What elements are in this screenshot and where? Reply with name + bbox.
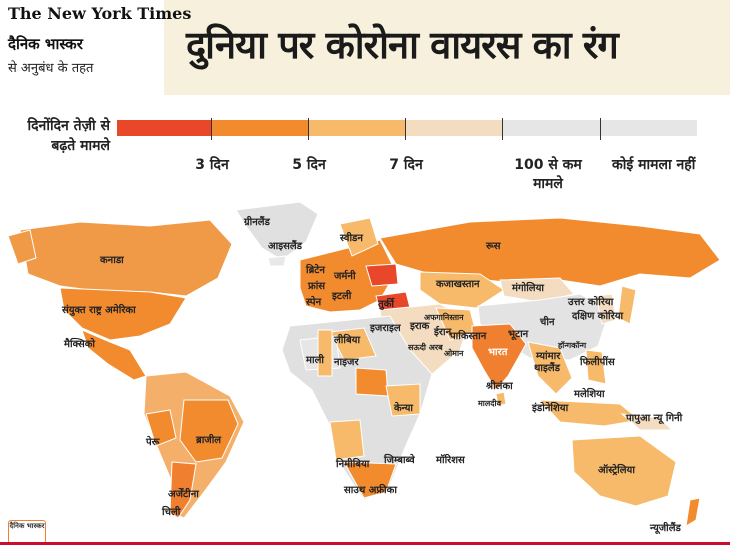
label-india: भारत: [488, 347, 508, 358]
tick-label-7: 7 दिन: [389, 157, 423, 173]
map-svg: [7, 201, 721, 527]
label-france: फ्रांस: [308, 281, 326, 292]
legend-tick: [405, 118, 406, 140]
label-australia: ऑस्ट्रेलिया: [598, 465, 635, 476]
label-argentina: अर्जेंटीना: [168, 489, 199, 500]
label-china: चीन: [540, 317, 555, 328]
label-bhutan: भूटान: [508, 329, 529, 340]
label-new-zealand: न्यूजीलैंड: [650, 523, 681, 534]
label-mongolia: मंगोलिया: [512, 283, 544, 294]
label-niger: नाइजर: [334, 357, 359, 368]
world-map: ग्रीनलैंड आइसलैंड स्वीडन रूस कनाडा ब्रिट…: [0, 200, 730, 540]
label-south-africa: साउथ अफ्रीका: [344, 485, 397, 496]
footer-rule: [0, 542, 730, 545]
label-thailand: थाइलैंड: [534, 363, 561, 374]
legend-seg-1: [211, 120, 308, 136]
label-pakistan: पाकिस्तान: [450, 331, 487, 342]
label-sweden: स्वीडन: [340, 233, 363, 244]
tick-label-3: 3 दिन: [195, 157, 229, 173]
label-myanmar: म्यांमार: [536, 351, 561, 362]
label-iran: ईरान: [434, 327, 452, 338]
label-malaysia: मलेशिया: [574, 389, 605, 400]
label-libya: लीबिया: [334, 335, 361, 346]
label-philippines: फिलीपींस: [580, 357, 615, 368]
label-zimbabwe: जिम्बाब्वे: [384, 455, 415, 466]
legend-seg-3: [405, 120, 502, 136]
label-italy: इटली: [332, 291, 352, 302]
label-spain: स्पेन: [306, 297, 322, 308]
legend-tick: [600, 118, 601, 140]
tick-label-100: 100 से कम मामले: [514, 157, 582, 192]
dainik-bhaskar-name: दैनिक भास्कर: [8, 35, 83, 53]
label-brazil: ब्राजील: [196, 435, 222, 446]
nyt-masthead: The New York Times: [8, 4, 192, 23]
legend-title: दिनोंदिन तेज़ी से बढ़ते मामले: [27, 118, 111, 154]
dainik-bhaskar-logo: दैनिक भास्कर: [8, 520, 46, 544]
label-namibia: निमीबिया: [336, 459, 370, 470]
label-indonesia: इंडोनेशिया: [532, 403, 569, 414]
label-srilanka: श्रीलंका: [486, 381, 513, 392]
label-chile: चिली: [162, 507, 181, 518]
label-kazakhstan: कजाखस्तान: [436, 279, 480, 290]
legend-tick: [502, 118, 503, 140]
label-oman: ओमान: [444, 349, 464, 358]
label-turkey: तुर्की: [378, 299, 394, 310]
label-greenland: ग्रीनलैंड: [244, 217, 270, 228]
label-iraq: इराक: [410, 321, 430, 332]
legend-seg-2: [308, 120, 405, 136]
legend-seg-0: [117, 120, 211, 136]
label-iceland: आइसलैंड: [268, 241, 303, 252]
tick-label-5: 5 दिन: [292, 157, 326, 173]
legend-seg-4: [502, 120, 697, 136]
label-israel: इजराइल: [370, 323, 401, 334]
label-north-korea: उत्तर कोरिया: [568, 297, 614, 308]
legend-bar: [117, 120, 697, 136]
credit-box: The New York Times दैनिक भास्कर से अनुबं…: [0, 0, 191, 95]
label-maldives: मालदीव: [478, 399, 502, 408]
label-south-korea: दक्षिण कोरिया: [572, 311, 624, 322]
label-papua-new-guinea: पापुआ न्यू गिनी: [626, 413, 683, 424]
label-afghanistan: अफगानिस्तान: [424, 313, 464, 322]
label-canada: कनाडा: [100, 255, 124, 266]
label-russia: रूस: [486, 241, 501, 252]
label-usa: संयुक्त राष्ट्र अमेरिका: [62, 305, 136, 316]
page-title: दुनिया पर कोरोना वायरस का रंग: [186, 23, 619, 67]
legend-tick: [211, 118, 212, 140]
label-mauritius: मॉरिशस: [436, 455, 465, 466]
label-hongkong: हॉन्गकॉन्ग: [558, 341, 587, 350]
label-peru: पेरू: [146, 437, 160, 448]
label-mexico: मैक्सिको: [64, 339, 95, 350]
label-saudi-arabia: सऊदी अरब: [408, 343, 443, 352]
label-mali: माली: [306, 355, 324, 366]
agreement-text: से अनुबंध के तहत: [8, 61, 94, 76]
legend-tick: [308, 118, 309, 140]
label-britain: ब्रिटेन: [306, 265, 325, 276]
label-germany: जर्मनी: [334, 271, 356, 282]
label-kenya: केन्या: [394, 403, 414, 414]
tick-label-none: कोई मामला नहीं: [612, 157, 696, 173]
